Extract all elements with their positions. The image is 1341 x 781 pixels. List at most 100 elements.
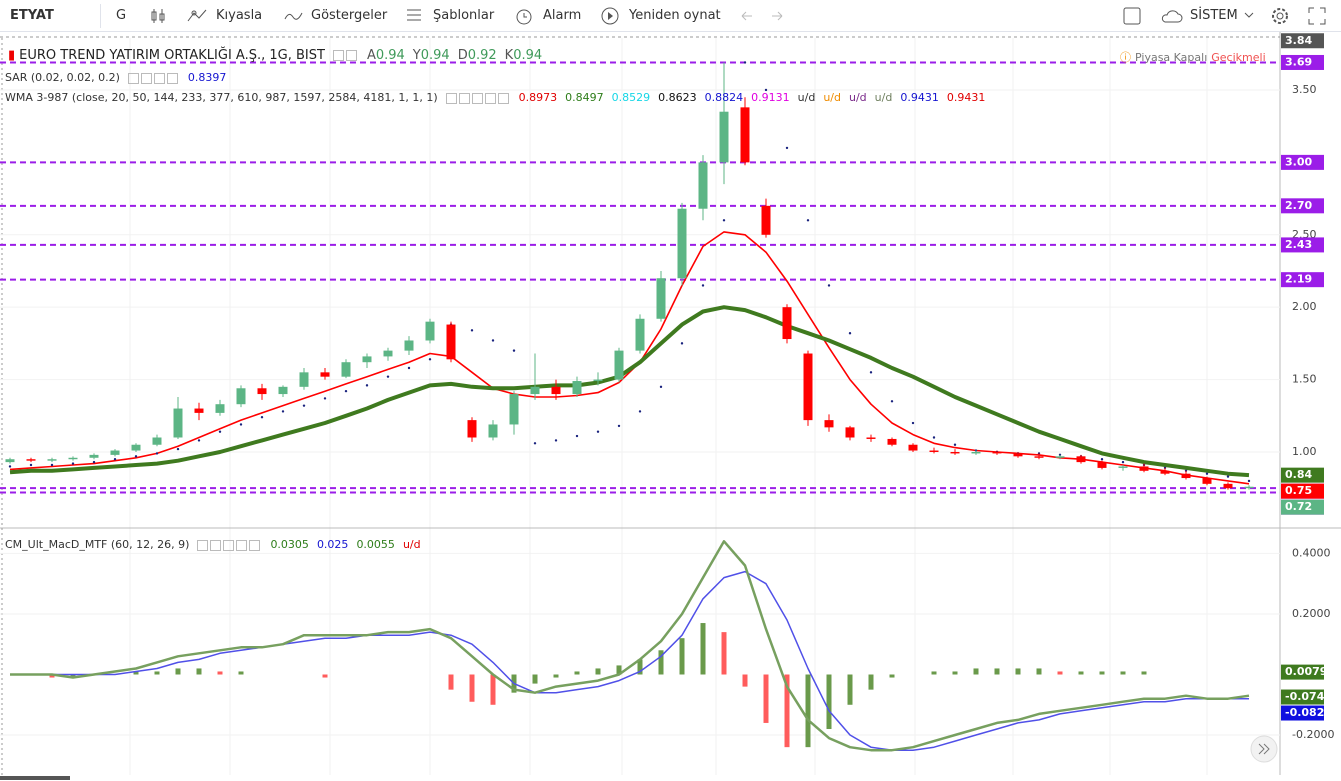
sar-dot xyxy=(1037,452,1041,455)
histogram-bar xyxy=(133,671,139,675)
toolbar-item[interactable]: Şablonlar xyxy=(433,8,495,23)
y-tick-label: 2.00 xyxy=(1292,300,1317,313)
wma-value: 0.8623 xyxy=(658,91,697,104)
scroll-button[interactable] xyxy=(1250,735,1278,763)
candle-body xyxy=(1181,473,1191,479)
sar-dot xyxy=(92,460,96,464)
fullscreen[interactable] xyxy=(1307,6,1327,26)
signal-line xyxy=(10,570,1249,751)
histogram-bar xyxy=(532,674,538,684)
candle-body xyxy=(887,438,897,445)
histogram-bar xyxy=(637,659,643,675)
candle-body xyxy=(110,450,120,455)
sar-dot xyxy=(974,449,978,452)
symbol[interactable]: ETYAT xyxy=(10,8,54,23)
sar-dot xyxy=(239,423,243,426)
level-label: 3.00 xyxy=(1285,155,1312,168)
toolbar-item[interactable]: Göstergeler xyxy=(311,8,388,23)
wma-name: WMA 3-987 (close, 20, 50, 144, 233, 377,… xyxy=(5,91,438,104)
candle-body xyxy=(950,451,960,454)
histogram-bar xyxy=(763,674,769,723)
candle-body xyxy=(1013,453,1023,457)
wma-value: 0.8824 xyxy=(704,91,744,104)
candle-body xyxy=(467,420,477,438)
price-label-box xyxy=(1281,499,1324,515)
candle-body xyxy=(929,450,939,452)
histogram-bar xyxy=(742,674,748,687)
chart-type-icon[interactable] xyxy=(150,7,166,25)
candle-body xyxy=(299,372,309,387)
sar-dot xyxy=(491,339,495,342)
toolbar-item[interactable]: Alarm xyxy=(543,8,582,23)
legend-icons[interactable] xyxy=(197,538,262,551)
candle-body xyxy=(530,386,540,395)
candle-body xyxy=(782,307,792,340)
candle-body xyxy=(1118,466,1128,468)
sar-dot xyxy=(764,88,768,92)
sar-dot xyxy=(827,284,831,287)
ohlc: A0.94 Y0.94 D0.92 K0.94 xyxy=(367,48,550,63)
macd-value: u/d xyxy=(402,538,421,551)
candle-body xyxy=(278,386,288,395)
compare-icon[interactable] xyxy=(186,7,208,25)
candle-body xyxy=(761,205,771,235)
indicators-icon[interactable] xyxy=(284,8,304,24)
sar-dot xyxy=(512,349,516,352)
theme[interactable]: SİSTEM xyxy=(1190,8,1238,23)
sar-dot xyxy=(428,358,432,361)
ohlc-key: A xyxy=(366,48,376,63)
candle-body xyxy=(383,350,393,357)
price-label-box xyxy=(1281,33,1324,49)
level-label: 3.69 xyxy=(1285,55,1312,68)
macd-line xyxy=(10,540,1250,752)
toolbar-item[interactable]: Yeniden oynat xyxy=(629,8,721,23)
candle-body xyxy=(614,350,624,380)
level-label: 2.70 xyxy=(1285,199,1312,212)
wma-value: 0.8497 xyxy=(565,91,604,104)
candle-body xyxy=(656,278,666,319)
sar-dot xyxy=(806,219,810,222)
legend-icons[interactable] xyxy=(445,91,511,104)
layout-button[interactable] xyxy=(1123,7,1141,25)
undo-redo[interactable] xyxy=(738,8,786,24)
histogram-bar xyxy=(448,674,454,690)
macd-value: 0.0055 xyxy=(356,538,395,551)
candle-body xyxy=(593,379,603,382)
sar-dot xyxy=(533,442,537,445)
histogram-bar xyxy=(826,674,832,729)
candle-body xyxy=(89,454,99,458)
legend-icons[interactable] xyxy=(127,71,180,84)
legend-icons[interactable] xyxy=(332,48,359,63)
sar-dot xyxy=(281,410,285,413)
sar-dot xyxy=(470,329,474,332)
histogram-bar xyxy=(700,623,706,675)
candle-body xyxy=(1034,456,1044,458)
interval[interactable]: G xyxy=(116,8,127,23)
sar-dot xyxy=(1226,475,1230,478)
toolbar-item[interactable]: Kıyasla xyxy=(216,8,263,23)
wma-value: 0.8973 xyxy=(518,91,558,104)
sar-dot xyxy=(1121,460,1125,464)
alarm-icon[interactable] xyxy=(514,6,534,26)
dropdown[interactable] xyxy=(1244,10,1254,20)
histogram-bar xyxy=(931,671,937,675)
level-label: 2.19 xyxy=(1285,273,1312,286)
wma-value: u/d xyxy=(848,91,867,104)
replay-icon[interactable] xyxy=(600,6,620,26)
y-tick-label: 0.2000 xyxy=(1292,607,1331,620)
level-label-box xyxy=(1281,272,1324,288)
wma-value: 0.8529 xyxy=(611,91,651,104)
candle-body xyxy=(1139,466,1149,471)
sar-dot xyxy=(848,332,852,335)
settings[interactable] xyxy=(1269,5,1291,27)
wma-legend: WMA 3-987 (close, 20, 50, 144, 233, 377,… xyxy=(5,91,1001,104)
wma-value: u/d xyxy=(874,91,893,104)
level-label-box xyxy=(1281,198,1324,214)
wma-values: 0.8973 0.8497 0.8529 0.8623 0.8824 0.9131 u/d u… xyxy=(519,91,994,104)
templates-icon[interactable] xyxy=(405,7,423,25)
scrollbar xyxy=(0,776,70,780)
sar-dot xyxy=(134,455,138,458)
sar-dot xyxy=(302,404,306,407)
histogram-bar xyxy=(1099,671,1105,675)
cloud-icon[interactable] xyxy=(1160,8,1184,24)
